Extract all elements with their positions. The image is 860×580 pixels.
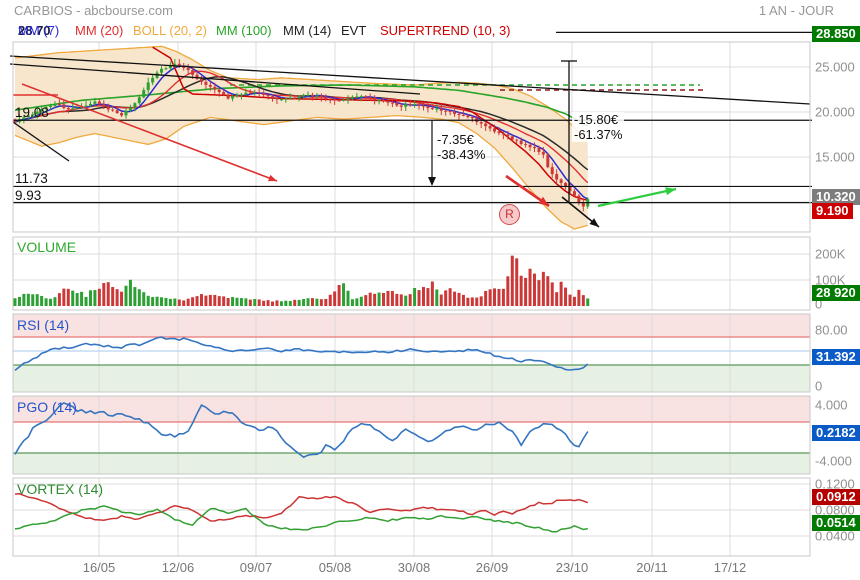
indicator-badge: 0.2182 [812,425,860,441]
vortex-axis-label: 0.0400 [815,528,855,544]
drop2-annotation: -15.80€ -61.37% [572,112,625,142]
x-axis-label: 16/05 [82,560,116,575]
legend-item-mm-20[interactable]: MM (20) [75,23,124,38]
last-price-overlay: 28.70 [18,23,51,38]
price-badge: 10.320 [812,189,860,206]
indicator-badge: 0.0912 [812,489,860,505]
x-axis-label: 26/09 [475,560,509,575]
rsi-panel-title: RSI (14) [17,317,70,333]
legend-item-boll-20-2[interactable]: BOLL (20, 2) [133,23,207,38]
level-label: 9.93 [15,187,42,203]
volume-axis-label: 100K [815,272,846,288]
price-badge: 9.190 [812,203,853,220]
vortex-panel-title: VORTEX (14) [17,481,104,497]
x-axis-label: 23/10 [555,560,589,575]
x-axis-label: 20/11 [636,560,668,575]
x-axis-label: 12/06 [161,560,195,575]
x-axis-label: 09/07 [239,560,273,575]
resistance-marker[interactable]: R [499,204,520,225]
price-axis-label: 15.000 [815,149,855,165]
legend-item-mm-100[interactable]: MM (100) [216,23,272,38]
level-label: 11.73 [15,171,48,187]
price-axis-label: 25.000 [815,59,855,75]
pgo-axis-label: 4.000 [815,397,848,413]
legend-item-mm-7[interactable]: MM (7) [18,23,60,38]
price-badge: 28.850 [812,26,860,42]
indicator-legend: 28.70 MM (7) MM (20) BOLL (20, 2) MM (100) M… [0,20,556,41]
volume-axis-label: 200K [815,246,846,262]
volume-axis-label: 0 [815,296,823,312]
volume-panel-title: VOLUME [17,239,77,255]
legend-item-supertrend-10-3[interactable]: SUPERTREND (10, 3) [380,23,511,38]
pgo-panel-title: PGO (14) [17,399,77,415]
level-label: 19.08 [15,105,49,121]
drop1-annotation: -7.35€ -38.43% [437,132,486,162]
x-axis-label: 05/08 [318,560,352,575]
indicator-badge: 31.392 [812,349,860,365]
legend-item-mm-14[interactable]: MM (14) [283,23,332,38]
instrument-title: CARBIOS - abcbourse.com [14,3,173,18]
period-selector[interactable]: 1 AN - JOUR [758,3,834,18]
indicator-badge: 28 920 [812,285,860,301]
vortex-axis-label: 0.0800 [815,502,855,518]
legend-item-evt[interactable]: EVT [341,23,367,38]
x-axis-label: 30/08 [397,560,431,575]
pgo-axis-label: -4.000 [815,453,852,469]
indicator-badge: 0.0514 [812,515,860,531]
rsi-axis-label: 80.00 [815,322,848,338]
vortex-axis-label: 0.1200 [815,476,855,492]
x-axis-label: 17/12 [713,560,747,575]
price-axis-label: 20.000 [815,104,855,120]
rsi-axis-label: 0 [815,378,823,394]
